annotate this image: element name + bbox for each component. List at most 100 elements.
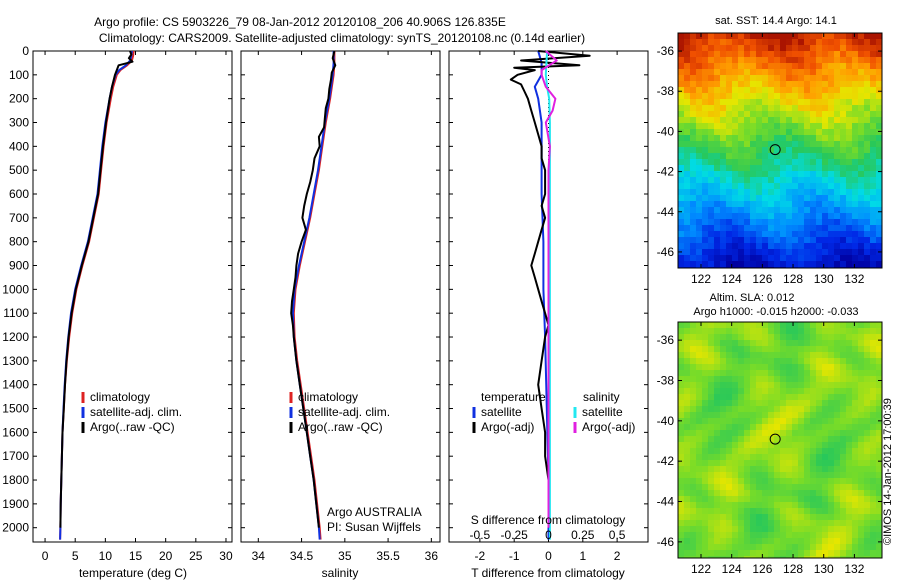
- y-tick-label: 1500: [2, 402, 29, 416]
- map-y-tick-label: -40: [657, 124, 675, 138]
- legend-label: climatology: [298, 390, 358, 404]
- x-tick-label: -2: [475, 549, 486, 563]
- map-x-tick-label: 132: [844, 272, 864, 286]
- series-line: [292, 51, 336, 540]
- x-tick-label: 1: [579, 549, 586, 563]
- x-tick-label-s: -0.25: [501, 528, 529, 542]
- map-y-tick-label: -42: [657, 454, 675, 468]
- y-tick-label: 700: [9, 211, 29, 225]
- sla-map-title-2: Argo h1000: -0.015 h2000: -0.033: [693, 306, 858, 318]
- map-y-tick-label: -44: [657, 205, 675, 219]
- map-x-tick-label: 122: [691, 272, 711, 286]
- x-tick-label-s: 0.25: [571, 528, 595, 542]
- x-tick-label: 15: [129, 549, 143, 563]
- plot-frame: [32, 50, 233, 543]
- x-tick-label: 30: [219, 549, 233, 563]
- x-tick-label: 2: [614, 549, 621, 563]
- x-tick-label: 0: [545, 549, 552, 563]
- legend-label: Argo(..raw -QC): [298, 420, 383, 434]
- y-tick-label: 200: [9, 92, 29, 106]
- plot-frame: [240, 50, 441, 543]
- x-tick-label: 0: [42, 549, 49, 563]
- series-line: [59, 50, 133, 540]
- salinity-xlabel: salinity: [322, 566, 359, 580]
- argo-location-marker: [769, 144, 781, 156]
- y-tick-label: 1600: [2, 425, 29, 439]
- map-x-tick-label: 132: [844, 562, 864, 576]
- y-tick-label: 100: [9, 68, 29, 82]
- sst-map-panel: 122 124 126 128 130 132 -36 -38 -40 -42 -44 -46: [657, 32, 883, 286]
- y-tick-label: 800: [9, 235, 29, 249]
- title-line-1: Argo profile: CS 5903226_79 08-Jan-2012 …: [94, 15, 506, 29]
- x-tick-label: 35: [338, 549, 352, 563]
- series-line: [59, 50, 134, 528]
- salinity-panel: 34 34.5 35 35.5 36 climatologysatellite-adj. …: [240, 50, 441, 563]
- x-tick-label: 5: [72, 549, 79, 563]
- y-tick-label: 900: [9, 259, 29, 273]
- x-tick-label: 10: [99, 549, 113, 563]
- difference-xlabel-top: S difference from climatology: [471, 513, 626, 527]
- map-y-tick-label: -46: [657, 245, 675, 259]
- difference-panel: -2 -1 0 1 2 -0.5 -0.25 0 0.25 0.5 temperature salin…: [448, 50, 649, 563]
- y-tick-label: 1300: [2, 354, 29, 368]
- map-x-tick-label: 126: [752, 272, 772, 286]
- legend-label: satellite: [481, 405, 522, 419]
- y-tick-label: 300: [9, 116, 29, 130]
- x-tick-label: -1: [509, 549, 520, 563]
- legend-label: satellite-adj. clim.: [298, 405, 390, 419]
- map-y-tick-label: -42: [657, 165, 675, 179]
- x-tick-label: 35.5: [376, 549, 400, 563]
- map-y-tick-label: -40: [657, 414, 675, 428]
- map-frame: [677, 321, 883, 559]
- copyright-stamp: ©IMOS 14-Jan-2012 17:00:39: [882, 398, 894, 545]
- map-y-tick-label: -36: [657, 333, 675, 347]
- sla-cells: [678, 322, 882, 558]
- temperature-xlabel: temperature (deg C): [79, 566, 187, 580]
- series-line: [59, 50, 135, 540]
- y-tick-label: 1900: [2, 497, 29, 511]
- y-tick-label: 1100: [3, 306, 29, 320]
- series-line: [540, 50, 558, 528]
- map-x-tick-label: 126: [752, 562, 772, 576]
- salinity-annotation-2: PI: Susan Wijffels: [327, 520, 421, 534]
- salinity-annotation-1: Argo AUSTRALIA: [327, 505, 422, 519]
- x-tick-label: 36: [425, 549, 439, 563]
- legend-title: salinity: [583, 390, 620, 404]
- difference-xlabel: T difference from climatology: [471, 566, 625, 580]
- legend-label: Argo(-adj): [481, 420, 534, 434]
- x-tick-label-s: -0.5: [470, 528, 491, 542]
- x-tick-label: 25: [189, 549, 203, 563]
- y-tick-label: 1400: [2, 378, 29, 392]
- map-x-tick-label: 130: [814, 272, 834, 286]
- legend-title: temperature: [481, 390, 546, 404]
- sla-map-title-1: Altim. SLA: 0.012: [710, 292, 795, 304]
- x-tick-label: 34: [252, 549, 266, 563]
- y-tick-label: 500: [9, 163, 29, 177]
- map-y-tick-label: -44: [657, 495, 675, 509]
- x-tick-label: 34.5: [290, 549, 314, 563]
- series-line: [290, 50, 337, 528]
- temperature-panel: 0100200300400500600700800900100011001200…: [2, 44, 233, 563]
- legend-label: satellite: [582, 405, 623, 419]
- map-x-tick-label: 128: [783, 272, 803, 286]
- y-tick-label: 1700: [2, 449, 29, 463]
- map-y-tick-label: -46: [657, 535, 675, 549]
- y-tick-label: 2000: [2, 521, 29, 535]
- map-x-tick-label: 122: [691, 562, 711, 576]
- title-line-2: Climatology: CARS2009. Satellite-adjuste…: [99, 31, 585, 45]
- series-line: [533, 50, 550, 540]
- legend-label: Argo(-adj): [582, 420, 635, 434]
- map-y-tick-label: -36: [657, 44, 675, 58]
- y-tick-label: 600: [9, 187, 29, 201]
- map-x-tick-label: 130: [814, 562, 834, 576]
- map-frame: [677, 32, 883, 269]
- map-x-tick-label: 128: [783, 562, 803, 576]
- y-tick-label: 400: [9, 139, 29, 153]
- map-y-tick-label: -38: [657, 373, 675, 387]
- sst-cells: [678, 33, 882, 268]
- series-line: [509, 50, 591, 528]
- legend-label: satellite-adj. clim.: [90, 405, 182, 419]
- legend-label: Argo(..raw -QC): [90, 420, 175, 434]
- x-tick-label: 20: [159, 549, 173, 563]
